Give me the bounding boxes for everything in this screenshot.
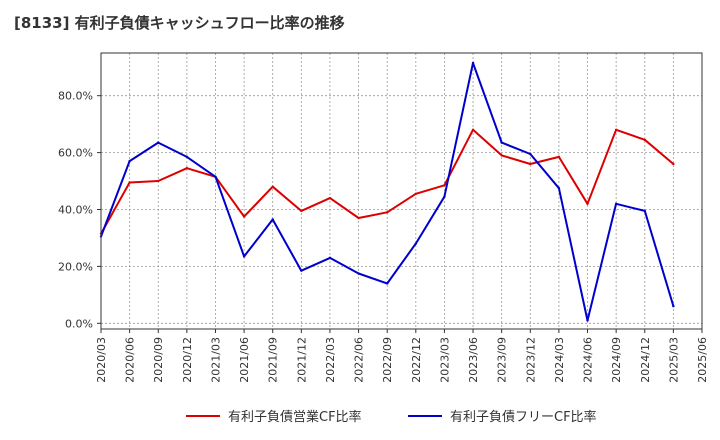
legend-label: 有利子負債フリーCF比率 — [450, 409, 597, 425]
data-point — [500, 141, 503, 144]
y-tick-label: 20.0% — [58, 260, 93, 273]
data-point — [643, 209, 646, 213]
data-point — [471, 128, 475, 132]
data-point — [529, 152, 532, 156]
data-point — [557, 186, 561, 190]
y-tick-label: 40.0% — [58, 203, 93, 216]
x-tick-label: 2023/03 — [438, 337, 451, 383]
data-point — [328, 256, 332, 260]
data-point — [357, 272, 360, 275]
data-point — [443, 184, 446, 187]
data-point — [185, 167, 189, 170]
data-point — [500, 154, 503, 157]
data-point — [271, 218, 274, 221]
x-tick-label: 2023/09 — [496, 337, 509, 383]
grid-lines — [100, 53, 703, 329]
data-point — [385, 211, 389, 214]
data-point — [672, 305, 675, 308]
data-point — [328, 196, 332, 200]
legend: 有利子負債営業CF比率 有利子負債フリーCF比率 — [186, 409, 597, 425]
data-point — [529, 162, 532, 166]
data-point — [414, 192, 418, 196]
x-tick-label: 2021/06 — [238, 337, 251, 383]
data-point — [357, 216, 360, 220]
legend-label: 有利子負債営業CF比率 — [228, 409, 362, 425]
x-tick-label: 2023/06 — [467, 337, 480, 383]
data-point — [443, 195, 446, 198]
data-point — [128, 181, 131, 184]
x-tick-label: 2020/09 — [152, 337, 165, 383]
x-tick-label: 2021/12 — [295, 337, 308, 383]
x-tick-label: 2025/03 — [667, 337, 680, 383]
data-point — [214, 175, 217, 178]
x-tick-label: 2022/03 — [324, 337, 337, 383]
y-tick-label: 0.0% — [65, 317, 93, 330]
data-point — [157, 179, 160, 183]
data-point — [471, 61, 475, 65]
data-point — [242, 255, 246, 258]
data-point — [672, 162, 675, 166]
data-point — [586, 202, 589, 206]
x-tick-label: 2024/09 — [610, 337, 623, 383]
y-axis: 0.0% 20.0% 40.0% 60.0% 80.0% — [58, 90, 101, 330]
data-point — [385, 282, 389, 285]
x-axis: 2020/03 2020/06 2020/09 2020/12 2021/03 2021/… — [95, 329, 709, 383]
data-point — [614, 202, 618, 206]
x-tick-label: 2025/06 — [696, 337, 709, 383]
x-tick-label: 2020/03 — [95, 337, 108, 383]
x-tick-label: 2024/06 — [582, 337, 595, 383]
x-tick-label: 2020/06 — [124, 337, 137, 383]
x-tick-label: 2024/03 — [553, 337, 566, 383]
data-point — [586, 319, 589, 322]
data-point — [128, 159, 131, 163]
x-tick-label: 2020/12 — [181, 337, 194, 383]
x-tick-label: 2021/09 — [267, 337, 280, 383]
data-point — [557, 155, 561, 159]
y-tick-label: 80.0% — [58, 90, 93, 103]
data-point — [157, 141, 160, 144]
data-point — [414, 242, 418, 245]
data-point — [185, 155, 189, 159]
x-tick-label: 2022/09 — [381, 337, 394, 383]
data-point — [614, 128, 618, 132]
plot-frame — [100, 52, 703, 330]
x-tick-label: 2022/06 — [353, 337, 366, 383]
data-point — [300, 209, 303, 213]
data-point — [643, 138, 646, 141]
data-point — [271, 185, 274, 188]
x-tick-label: 2021/03 — [209, 337, 222, 383]
chart-title: [8133] 有利子負債キャッシュフロー比率の推移 — [14, 14, 345, 32]
data-point — [300, 269, 303, 272]
x-tick-label: 2023/12 — [524, 337, 537, 383]
series-lines — [99, 61, 675, 322]
y-tick-label: 60.0% — [58, 147, 93, 160]
data-point — [242, 215, 246, 218]
x-tick-label: 2024/12 — [639, 337, 652, 383]
x-tick-label: 2022/12 — [410, 337, 423, 383]
